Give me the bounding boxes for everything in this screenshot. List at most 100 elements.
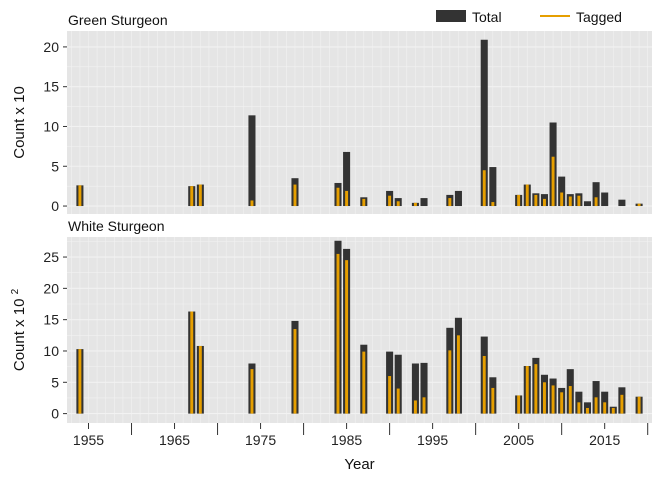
bar-tagged — [293, 329, 297, 414]
bar-tagged — [568, 386, 572, 414]
y-tick-label: 25 — [43, 249, 59, 265]
bar-tagged — [388, 376, 392, 414]
bar-tagged — [198, 345, 202, 414]
bar-tagged — [336, 187, 340, 207]
bar-tagged — [551, 385, 555, 414]
y-axis: 0 5 10 15 20 — [43, 39, 67, 214]
bar-tagged — [577, 402, 581, 414]
bar-tagged — [482, 355, 486, 414]
legend-total-swatch — [436, 10, 466, 22]
bar-tagged — [637, 203, 641, 207]
x-tick-label: 1985 — [331, 432, 362, 448]
x-tick-label: 2015 — [589, 432, 620, 448]
bar-tagged — [534, 194, 538, 207]
bar-tagged — [525, 366, 529, 414]
y-axis-label-base: Count x 10 — [11, 299, 28, 372]
y-axis-label: Count x 10 2 — [10, 288, 28, 371]
bar-total — [601, 192, 609, 207]
bar-tagged — [345, 190, 349, 207]
bars — [76, 39, 643, 207]
bar-tagged — [568, 196, 572, 207]
y-tick-label: 0 — [51, 198, 59, 214]
bar-tagged — [551, 156, 555, 207]
bar-tagged — [413, 202, 417, 207]
bar-tagged — [543, 382, 546, 414]
bar-total — [411, 363, 419, 414]
bar-tagged — [637, 396, 641, 414]
bar-total — [394, 354, 402, 414]
y-tick-label: 20 — [43, 39, 59, 55]
bar-total — [592, 182, 600, 207]
bar-tagged — [611, 407, 615, 414]
bar-total — [618, 199, 626, 207]
bar-tagged — [362, 351, 366, 414]
panel-title: Green Sturgeon — [68, 12, 168, 28]
bar-tagged — [293, 184, 297, 207]
y-tick-label: 15 — [43, 79, 59, 95]
bar-tagged — [586, 407, 589, 414]
y-tick-label: 15 — [43, 312, 59, 328]
bar-tagged — [560, 192, 564, 207]
panel-green-sturgeon: 0 5 10 15 20 Green Sturgeon Count x 10 — [11, 12, 652, 214]
legend: Total Tagged — [436, 9, 622, 25]
legend-tagged-label: Tagged — [576, 9, 622, 25]
bar-total — [343, 151, 351, 207]
bar-total — [420, 198, 428, 207]
bar-tagged — [517, 395, 521, 414]
bar-tagged — [190, 311, 194, 414]
bar-tagged — [250, 200, 254, 207]
bar-tagged — [198, 184, 202, 207]
bar-tagged — [482, 170, 486, 207]
legend-total-label: Total — [472, 9, 502, 25]
x-axis-label: Year — [344, 456, 374, 473]
bar-total — [489, 167, 497, 207]
y-tick-label: 20 — [43, 280, 59, 296]
bar-tagged — [456, 335, 460, 414]
bar-tagged — [422, 397, 426, 414]
x-axis: 1955 1965 1975 1985 1995 2005 2015 — [73, 423, 649, 448]
bar-total — [454, 190, 462, 207]
bar-total — [248, 115, 256, 207]
bar-tagged — [78, 185, 82, 207]
x-tick-label: 1965 — [159, 432, 190, 448]
bar-tagged — [362, 198, 366, 207]
bar-tagged — [534, 364, 538, 414]
panel-title: White Sturgeon — [68, 218, 165, 234]
y-axis: 0 5 10 15 20 25 — [43, 249, 67, 422]
bar-tagged — [594, 397, 598, 414]
y-axis-label: Count x 10 — [11, 86, 28, 159]
y-tick-label: 5 — [51, 158, 59, 174]
bar-tagged — [491, 202, 495, 207]
y-tick-label: 0 — [51, 406, 59, 422]
bar-tagged — [250, 369, 254, 414]
panel-white-sturgeon: 0 5 10 15 20 25 White Sturgeon Count x 10 2 — [10, 218, 652, 423]
bar-tagged — [491, 387, 495, 414]
bar-tagged — [517, 194, 521, 207]
bar-tagged — [603, 402, 607, 414]
bars — [76, 240, 643, 414]
bar-total — [480, 39, 488, 207]
gridlines — [67, 31, 652, 214]
bar-tagged — [448, 198, 452, 207]
y-axis-label-exponent: 2 — [10, 288, 21, 294]
x-tick-label: 2005 — [503, 432, 534, 448]
x-tick-label: 1995 — [417, 432, 448, 448]
x-tick-label: 1975 — [245, 432, 276, 448]
bar-tagged — [594, 197, 598, 207]
bar-tagged — [78, 349, 82, 414]
y-tick-label: 10 — [43, 118, 59, 134]
bar-tagged — [413, 400, 417, 414]
bar-tagged — [345, 260, 349, 414]
bar-tagged — [525, 184, 529, 207]
bar-tagged — [190, 186, 194, 207]
bar-tagged — [543, 198, 546, 207]
bar-tagged — [336, 253, 340, 414]
bar-tagged — [620, 394, 624, 414]
bar-tagged — [577, 195, 581, 207]
bar-tagged — [396, 201, 400, 207]
x-tick-label: 1955 — [73, 432, 104, 448]
bar-total — [583, 201, 592, 207]
bar-total — [558, 176, 566, 207]
y-tick-label: 10 — [43, 343, 59, 359]
